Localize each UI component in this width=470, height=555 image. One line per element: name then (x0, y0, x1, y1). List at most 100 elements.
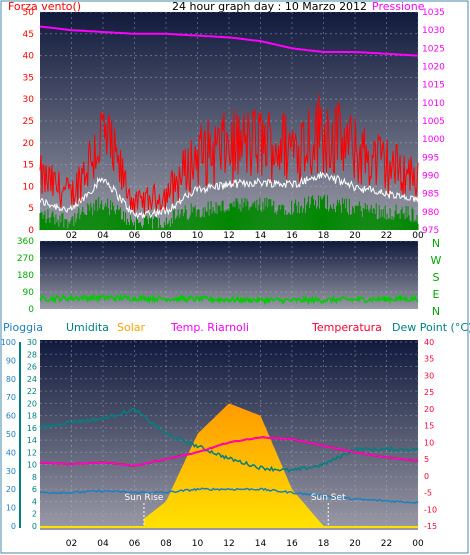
wind-tick-label: 5 (28, 204, 34, 214)
avg-wind-bars (39, 194, 419, 230)
pressure-tick-label: 1020 (422, 63, 445, 73)
direction-tick-label: 90 (23, 288, 35, 298)
direction-tick-label: 180 (17, 271, 34, 281)
humidity-tick-label: 28 (27, 350, 37, 359)
humidity-tick-label: 12 (27, 448, 37, 457)
x-tick-label: 04 (97, 231, 109, 241)
humidity-tick-label: 26 (27, 363, 37, 372)
wind-line (39, 94, 419, 215)
rain-axis-ticks: 0 10 20 30 40 50 60 70 80 90 100 (1, 338, 16, 531)
temperature-tick-label: 25 (424, 388, 434, 397)
x-tick-label: 14 (255, 231, 267, 241)
x-tick-label: 04 (97, 539, 109, 549)
x-tick-label: 18 (318, 231, 330, 241)
wind-tick-label: 20 (23, 139, 35, 149)
temperature-tick-label: 30 (424, 371, 434, 380)
direction-letter: N (432, 237, 440, 250)
x-tick-label: 18 (318, 539, 330, 549)
wind-tick-label: 40 (23, 52, 35, 62)
wind-direction-series (39, 292, 419, 306)
rain-tick-label: 90 (6, 356, 16, 365)
pressure-tick-label: 980 (422, 208, 439, 218)
pressure-tick-label: 975 (422, 226, 439, 236)
feel-temp-label: Temp. Riarnoli (170, 321, 249, 334)
x-tick-label: 22 (381, 231, 392, 241)
wind-tick-label: 10 (23, 182, 35, 192)
pressure-line (39, 25, 419, 57)
temperature-tick-label: 0 (424, 472, 429, 481)
temperature-axis-ticks: -15 -10 -5 0 5 10 15 20 25 30 35 40 (424, 338, 437, 531)
x-tick-label: 22 (381, 539, 392, 549)
rain-tick-label: 80 (6, 375, 16, 384)
direction-letter: N (432, 305, 440, 318)
wind-tick-label: 35 (23, 73, 34, 83)
humidity-series (39, 407, 419, 473)
x-tick-label: 08 (160, 539, 172, 549)
pressure-axis-label: Pressione (372, 0, 425, 13)
wind-tick-label: 30 (23, 95, 35, 105)
dewpoint-label: Dew Point (°C) (392, 321, 470, 334)
humidity-tick-label: 4 (32, 497, 37, 506)
direction-tick-label: 270 (17, 254, 34, 264)
temperature-tick-label: 10 (424, 438, 434, 447)
direction-letter: W (431, 254, 442, 267)
temperature-tick-label: -5 (424, 489, 432, 498)
direction-tick-label: 0 (28, 305, 34, 315)
wind-axis-ticks: 0 5 10 15 20 25 30 35 40 45 50 (23, 8, 35, 236)
temperature-tick-label: 15 (424, 422, 434, 431)
humidity-tick-label: 6 (32, 485, 37, 494)
humidity-tick-label: 0 (32, 522, 37, 531)
x-tick-label: 14 (255, 539, 267, 549)
pressure-tick-label: 1000 (422, 135, 445, 145)
pressure-tick-label: 1035 (422, 8, 445, 18)
humidity-tick-label: 20 (27, 399, 37, 408)
humidity-tick-label: 24 (27, 375, 37, 384)
x-tick-label: 06 (129, 231, 141, 241)
wind-direction-line (39, 292, 419, 306)
rain-tick-label: 0 (11, 522, 16, 531)
wind-tick-label: 0 (28, 226, 34, 236)
sunrise-label: Sun Rise (124, 493, 163, 503)
wind-tick-label: 25 (23, 117, 34, 127)
x-tick-label: 20 (349, 231, 361, 241)
humidity-tick-label: 30 (27, 338, 37, 347)
pressure-tick-label: 1005 (422, 117, 445, 127)
wind-direction-panel (40, 241, 418, 309)
top-x-axis-ticks: 02 04 06 08 10 12 14 16 18 20 22 00 (66, 231, 424, 241)
wind-tick-label: 50 (23, 8, 35, 18)
temperature-tick-label: 40 (424, 338, 434, 347)
humidity-tick-label: 10 (27, 461, 37, 470)
rain-tick-label: 40 (6, 448, 16, 457)
temperature-label: Temperatura (311, 321, 382, 334)
solar-area (40, 403, 418, 528)
humidity-axis-label: Umidita (66, 321, 109, 334)
x-tick-label: 06 (129, 539, 141, 549)
x-tick-label: 16 (286, 231, 298, 241)
pressure-tick-label: 995 (422, 153, 439, 163)
rain-tick-label: 50 (6, 430, 16, 439)
x-tick-label: 02 (66, 539, 77, 549)
x-tick-label: 02 (66, 231, 77, 241)
temperature-tick-label: -15 (424, 522, 437, 531)
temperature-tick-label: 5 (424, 455, 429, 464)
wind-axis-label: Forza vento() (8, 0, 81, 13)
direction-degree-ticks: 0 90 180 270 360 (17, 237, 34, 315)
rain-axis-label: Pioggia (3, 321, 43, 334)
x-tick-label: 20 (349, 539, 361, 549)
wind-series (39, 94, 419, 215)
wind-tick-label: 15 (23, 161, 34, 171)
rain-tick-label: 60 (6, 412, 16, 421)
direction-letter: E (433, 288, 440, 301)
x-tick-label: 10 (192, 231, 204, 241)
direction-tick-label: 360 (17, 237, 34, 247)
humidity-tick-label: 16 (27, 424, 37, 433)
temperature-tick-label: 35 (424, 355, 434, 364)
rain-tick-label: 20 (6, 485, 16, 494)
pressure-tick-label: 990 (422, 172, 439, 182)
pressure-axis-ticks: 975 980 985 990 995 1000 1005 1010 1015 1020 1025 1… (422, 8, 445, 236)
x-tick-label: 00 (412, 231, 424, 241)
temperature-tick-label: 20 (424, 405, 434, 414)
x-tick-label: 08 (160, 231, 172, 241)
